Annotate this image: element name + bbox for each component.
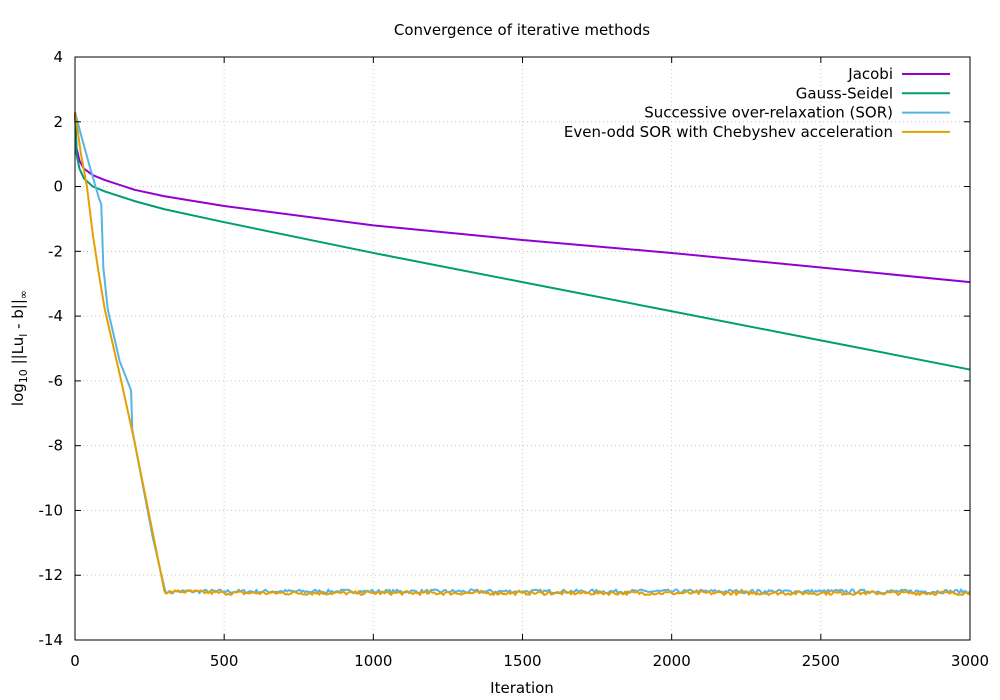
y-axis-label-sub: 10 [17,369,30,383]
y-tick-label: -10 [39,501,64,519]
x-axis-label: Iteration [490,679,554,697]
y-axis-label-sub2: l [17,334,30,337]
y-tick-label: -14 [39,631,64,649]
legend-label-3: Even-odd SOR with Chebyshev acceleration [564,123,893,141]
x-tick-label: 1500 [503,652,541,670]
series-line-3 [74,111,971,596]
y-tick-label: -2 [48,242,63,260]
y-tick-label: 0 [53,178,63,196]
y-axis-label: log10 ||Lul - b||∞ [9,290,30,406]
y-tick-label: -12 [39,566,64,584]
y-axis-label-sub3: ∞ [17,290,30,299]
x-tick-label: 3000 [951,652,989,670]
x-tick-label: 2500 [802,652,840,670]
series-layer [74,111,971,596]
series-line-1 [74,112,971,371]
y-tick-label: -6 [48,372,63,390]
legend-label-2: Successive over-relaxation (SOR) [644,104,893,122]
legend-label-1: Gauss-Seidel [796,84,893,102]
y-axis-label-prefix: log [9,383,27,406]
axis-ticks: 0 500 1000 1500 2000 2500 3000 4 2 0 -2 -4 -6 -8 -10 -1… [39,48,990,670]
series-line-0 [74,112,971,284]
x-tick-label: 1000 [354,652,392,670]
x-tick-label: 0 [70,652,80,670]
x-tick-label: 2000 [653,652,691,670]
legend-label-0: Jacobi [847,65,893,83]
y-tick-label: 2 [53,113,63,131]
chart-title: Convergence of iterative methods [394,21,650,39]
x-tick-label: 500 [210,652,239,670]
y-tick-label: 4 [53,48,63,66]
plot-frame [74,56,971,641]
y-axis-label-mid: ||Lu [9,337,27,369]
y-tick-label: -8 [48,437,63,455]
y-tick-label: -4 [48,307,63,325]
grid-lines [75,57,970,640]
y-axis-label-suffix: - b|| [9,299,27,334]
